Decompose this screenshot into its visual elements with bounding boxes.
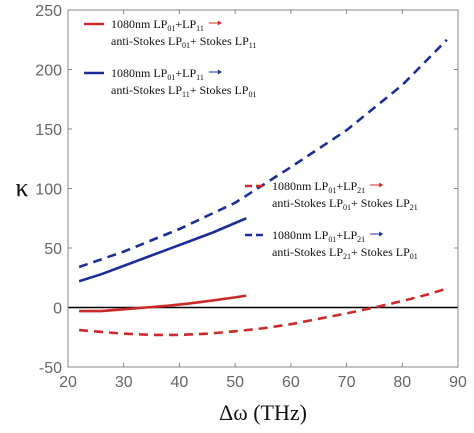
y-tick-label: 100 xyxy=(35,182,62,199)
y-tick-label: 50 xyxy=(44,241,62,258)
y-tick-label: 150 xyxy=(35,122,62,139)
y-tick-label: 200 xyxy=(35,63,62,80)
series-line-2 xyxy=(78,217,247,283)
y-axis-title: κ xyxy=(15,173,28,202)
legend-label-line2: anti-Stokes LP01+ Stokes LP11 xyxy=(111,34,256,50)
legend-label-line1: 1080nm LP01+LP11 xyxy=(111,17,204,33)
series-line-3 xyxy=(78,287,448,337)
legend-label-line2: anti-Stokes LP01+ Stokes LP21 xyxy=(272,196,418,212)
arrow-right-icon xyxy=(208,69,222,75)
x-tick-label: 60 xyxy=(282,374,300,391)
arrow-right-icon xyxy=(370,231,384,237)
x-tick-label: 90 xyxy=(449,374,467,391)
x-tick-label: 20 xyxy=(59,374,77,391)
ticks: 20 30 40 50 60 70 80 90 -50 0 50 100 150 200 250 xyxy=(35,3,467,391)
arrow-right-icon xyxy=(208,20,222,26)
x-axis-title: Δω (THz) xyxy=(219,400,307,425)
legend-label-line1: 1080nm LP01+LP21 xyxy=(272,228,365,244)
x-tick-label: 70 xyxy=(338,374,356,391)
series-line-1 xyxy=(79,294,247,313)
x-tick-label: 50 xyxy=(226,374,244,391)
y-tick-label: 250 xyxy=(35,3,62,20)
x-tick-label: 80 xyxy=(393,374,411,391)
plot-frame xyxy=(67,9,459,368)
y-tick-label: 0 xyxy=(53,301,62,318)
legend-label-line1: 1080nm LP01+LP11 xyxy=(111,66,204,82)
x-tick-label: 40 xyxy=(171,374,189,391)
y-tick-label: -50 xyxy=(39,360,62,377)
legend-label-line2: anti-Stokes LP11+ Stokes LP01 xyxy=(111,83,256,99)
x-tick-label: 30 xyxy=(115,374,133,391)
legend-label-line2: anti-Stokes LP21+ Stokes LP01 xyxy=(272,245,418,261)
legend-label-line1: 1080nm LP01+LP21 xyxy=(272,179,365,195)
arrow-right-icon xyxy=(370,182,384,188)
